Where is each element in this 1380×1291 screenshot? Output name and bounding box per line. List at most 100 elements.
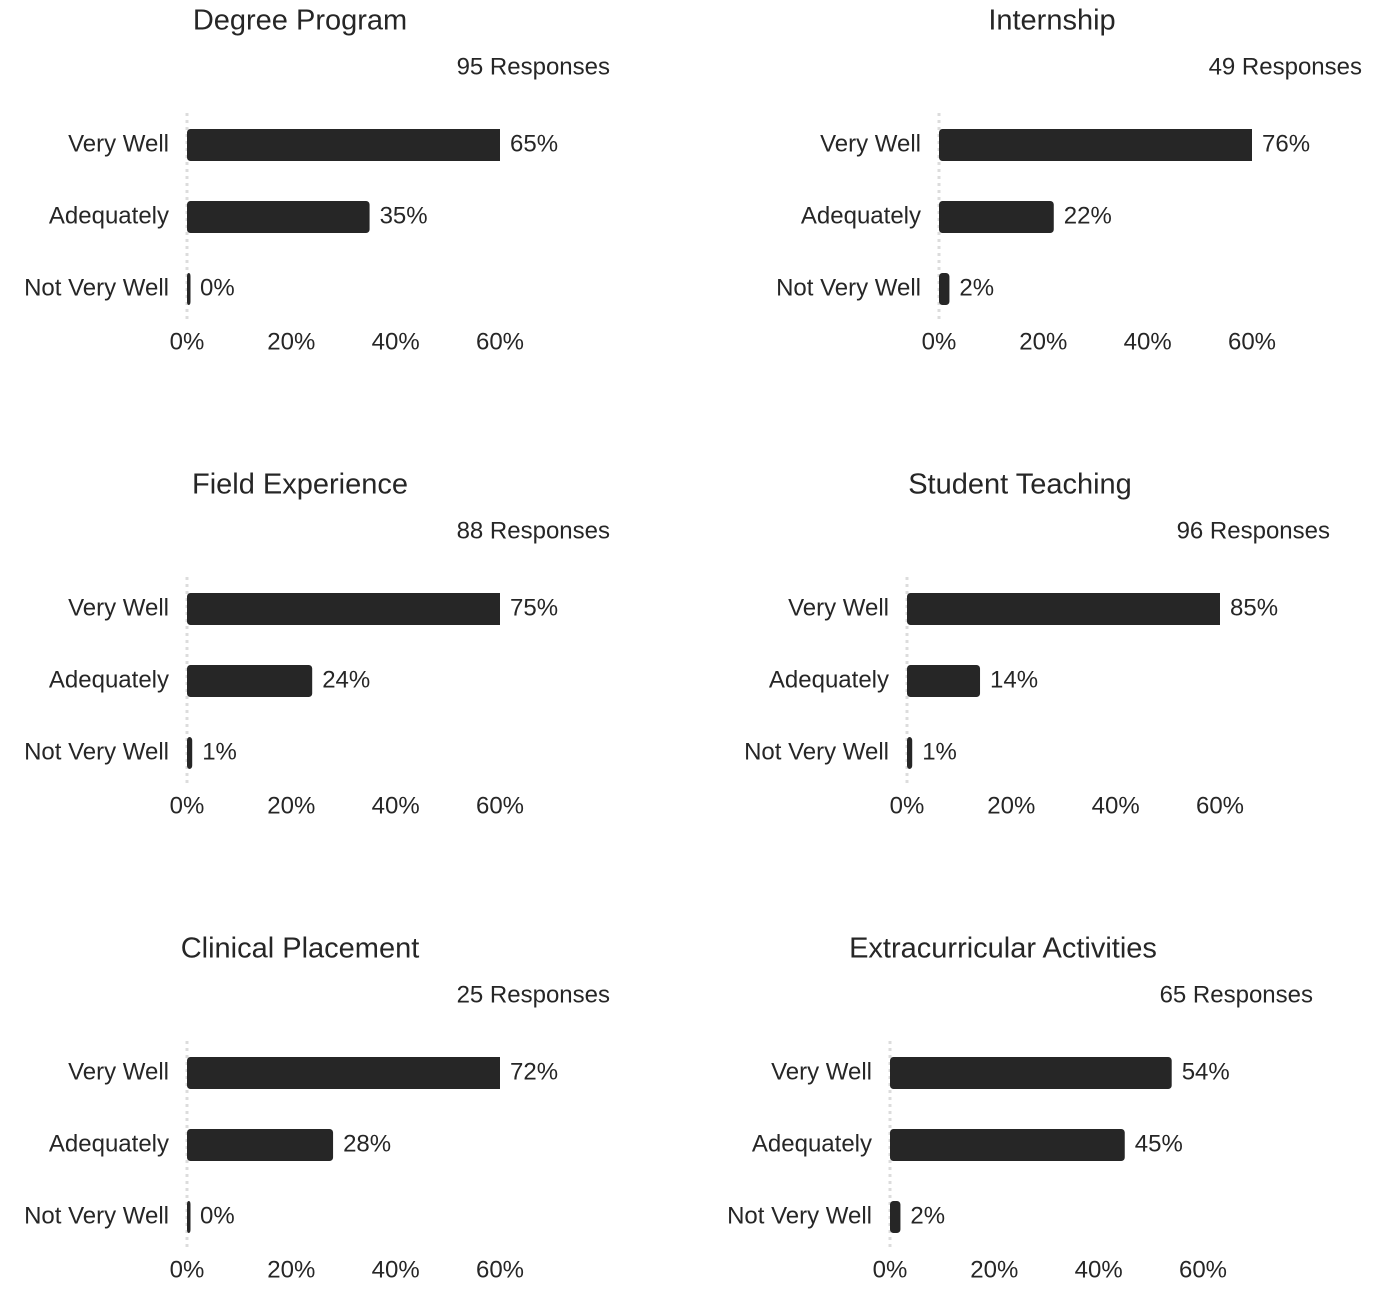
response-count: 96 Responses — [1177, 517, 1330, 544]
x-tick-label: 0% — [170, 328, 205, 355]
bar — [187, 593, 500, 625]
value-label: 75% — [510, 594, 558, 621]
category-label: Very Well — [771, 1058, 872, 1085]
bar — [187, 273, 191, 305]
value-label: 45% — [1135, 1130, 1183, 1157]
value-label: 14% — [990, 666, 1038, 693]
x-tick-label: 20% — [267, 1256, 315, 1283]
x-tick-label: 20% — [970, 1256, 1018, 1283]
category-label: Adequately — [752, 1130, 872, 1157]
chart-panel: Field Experience 88 Responses 0% 20% 40% 60% V… — [24, 469, 610, 820]
x-tick-label: 40% — [372, 1256, 420, 1283]
x-tick-label: 40% — [1075, 1256, 1123, 1283]
value-label: 28% — [343, 1130, 391, 1157]
category-label: Not Very Well — [744, 738, 889, 765]
category-label: Not Very Well — [24, 1202, 169, 1229]
chart-panel: Clinical Placement 25 Responses 0% 20% 40% 60… — [24, 933, 610, 1284]
x-tick-label: 0% — [170, 792, 205, 819]
bars — [187, 1057, 500, 1233]
bar — [187, 201, 370, 233]
x-tick-label: 0% — [890, 792, 925, 819]
bars — [187, 593, 500, 769]
category-label: Very Well — [68, 594, 169, 621]
category-label: Very Well — [68, 130, 169, 157]
bar — [939, 129, 1252, 161]
x-tick-label: 40% — [372, 792, 420, 819]
x-tick-label: 20% — [987, 792, 1035, 819]
category-label: Very Well — [788, 594, 889, 621]
value-label: 1% — [202, 738, 237, 765]
category-label: Adequately — [49, 666, 169, 693]
response-count: 49 Responses — [1209, 53, 1362, 80]
x-tick-label: 20% — [1019, 328, 1067, 355]
x-tick-label: 40% — [1092, 792, 1140, 819]
x-tick-label: 60% — [476, 792, 524, 819]
bars — [187, 129, 500, 305]
x-tick-label: 60% — [476, 328, 524, 355]
category-label: Adequately — [769, 666, 889, 693]
x-tick-label: 40% — [372, 328, 420, 355]
x-tick-label: 60% — [1228, 328, 1276, 355]
bar — [890, 1057, 1172, 1089]
x-tick-label: 20% — [267, 792, 315, 819]
response-count: 95 Responses — [457, 53, 610, 80]
bar — [939, 201, 1054, 233]
chart-panel: Internship 49 Responses 0% 20% 40% 60% Very We… — [776, 5, 1362, 356]
bar — [187, 1129, 334, 1161]
value-label: 65% — [510, 130, 558, 157]
bars — [907, 593, 1220, 769]
bar — [187, 129, 500, 161]
bar — [187, 1201, 191, 1233]
x-tick-label: 0% — [873, 1256, 908, 1283]
bar — [890, 1201, 901, 1233]
value-label: 0% — [200, 274, 235, 301]
category-label: Adequately — [801, 202, 921, 229]
value-label: 22% — [1064, 202, 1112, 229]
chart-title: Student Teaching — [908, 469, 1132, 501]
category-label: Very Well — [820, 130, 921, 157]
value-label: 2% — [910, 1202, 945, 1229]
chart-title: Internship — [988, 5, 1115, 37]
bar — [907, 593, 1220, 625]
bars — [890, 1057, 1172, 1233]
value-label: 1% — [922, 738, 957, 765]
chart-panel: Student Teaching 96 Responses 0% 20% 40% 60% V… — [744, 469, 1330, 820]
x-tick-label: 60% — [1196, 792, 1244, 819]
response-count: 25 Responses — [457, 981, 610, 1008]
value-label: 35% — [380, 202, 428, 229]
category-label: Adequately — [49, 202, 169, 229]
x-tick-label: 0% — [922, 328, 957, 355]
x-tick-label: 60% — [1179, 1256, 1227, 1283]
category-label: Not Very Well — [24, 738, 169, 765]
bar — [939, 273, 950, 305]
bars — [939, 129, 1252, 305]
chart-title: Degree Program — [193, 5, 407, 37]
category-label: Very Well — [68, 1058, 169, 1085]
chart-title: Extracurricular Activities — [849, 933, 1157, 965]
x-tick-label: 60% — [476, 1256, 524, 1283]
bar — [187, 737, 193, 769]
category-label: Adequately — [49, 1130, 169, 1157]
category-label: Not Very Well — [727, 1202, 872, 1229]
value-label: 24% — [322, 666, 370, 693]
x-tick-label: 20% — [267, 328, 315, 355]
x-tick-label: 0% — [170, 1256, 205, 1283]
value-label: 54% — [1182, 1058, 1230, 1085]
response-count: 65 Responses — [1160, 981, 1313, 1008]
bar — [907, 665, 981, 697]
category-label: Not Very Well — [24, 274, 169, 301]
category-label: Not Very Well — [776, 274, 921, 301]
value-label: 76% — [1262, 130, 1310, 157]
value-label: 0% — [200, 1202, 235, 1229]
bar — [907, 737, 913, 769]
bar — [187, 1057, 500, 1089]
x-tick-label: 40% — [1124, 328, 1172, 355]
value-label: 2% — [959, 274, 994, 301]
value-label: 85% — [1230, 594, 1278, 621]
chart-title: Field Experience — [192, 469, 408, 501]
response-count: 88 Responses — [457, 517, 610, 544]
chart-panel: Degree Program 95 Responses 0% 20% 40% 60% Ver… — [24, 5, 610, 356]
bar — [890, 1129, 1125, 1161]
